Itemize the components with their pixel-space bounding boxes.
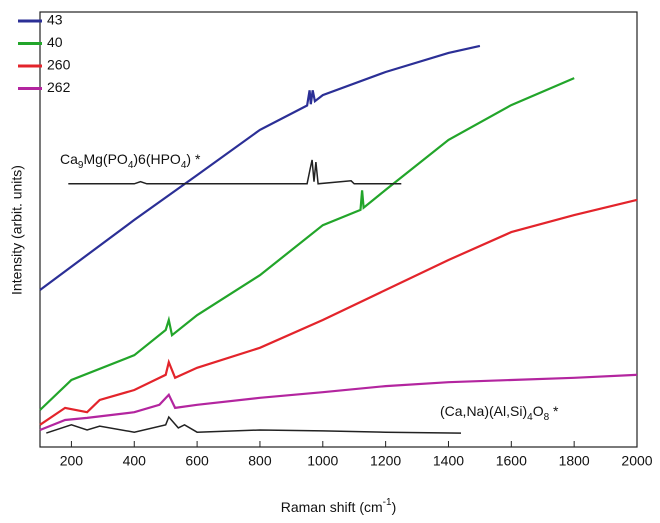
x-tick-label: 200 <box>60 453 84 469</box>
plot-frame <box>39 11 638 448</box>
reference-label-part: 4 <box>527 412 533 423</box>
reference-label-part: 9 <box>78 160 84 171</box>
x-axis-label-part: -1 <box>383 497 392 508</box>
x-axis-label-part: ) <box>392 499 397 515</box>
x-tick-label: 800 <box>248 453 272 469</box>
x-tick-label: 1400 <box>433 453 464 469</box>
x-axis-label-part: Raman shift (cm <box>281 499 383 515</box>
legend-label: 262 <box>47 79 71 95</box>
legend-label: 43 <box>47 12 63 28</box>
reference-label-part: 8 <box>544 412 550 423</box>
series-line <box>39 198 638 426</box>
reference-label-part: )6(HPO <box>133 151 181 167</box>
x-tick-label: 1800 <box>559 453 590 469</box>
reference-label-part: * <box>549 403 559 419</box>
series-line <box>39 44 481 291</box>
reference-line <box>46 415 462 434</box>
reference-label: (Ca,Na)(Al,Si)4O8 * <box>440 403 559 423</box>
series-line <box>39 373 638 432</box>
x-tick-label: 1200 <box>370 453 401 469</box>
reference-label-part: O <box>533 403 544 419</box>
legend-label: 40 <box>47 34 63 50</box>
x-tick-label: 400 <box>123 453 147 469</box>
reference-label-part: ) * <box>186 151 201 167</box>
reference-label-part: 4 <box>181 160 187 171</box>
x-tick-label: 1000 <box>307 453 338 469</box>
reference-label-part: Mg(PO <box>83 151 127 167</box>
x-tick-label: 600 <box>185 453 209 469</box>
y-axis-label: Intensity (arbit. units) <box>9 165 25 295</box>
reference-label-part: 4 <box>128 160 134 171</box>
series-line <box>39 77 575 411</box>
reference-line <box>68 159 402 185</box>
x-axis-label: Raman shift (cm-1) <box>281 497 397 515</box>
reference-label-part: Ca <box>60 151 78 167</box>
x-tick-label: 2000 <box>621 453 652 469</box>
reference-label: Ca9Mg(PO4)6(HPO4) * <box>60 151 201 171</box>
reference-label-part: (Ca,Na)(Al,Si) <box>440 403 527 419</box>
x-tick-label: 1600 <box>496 453 527 469</box>
legend-label: 260 <box>47 57 71 73</box>
